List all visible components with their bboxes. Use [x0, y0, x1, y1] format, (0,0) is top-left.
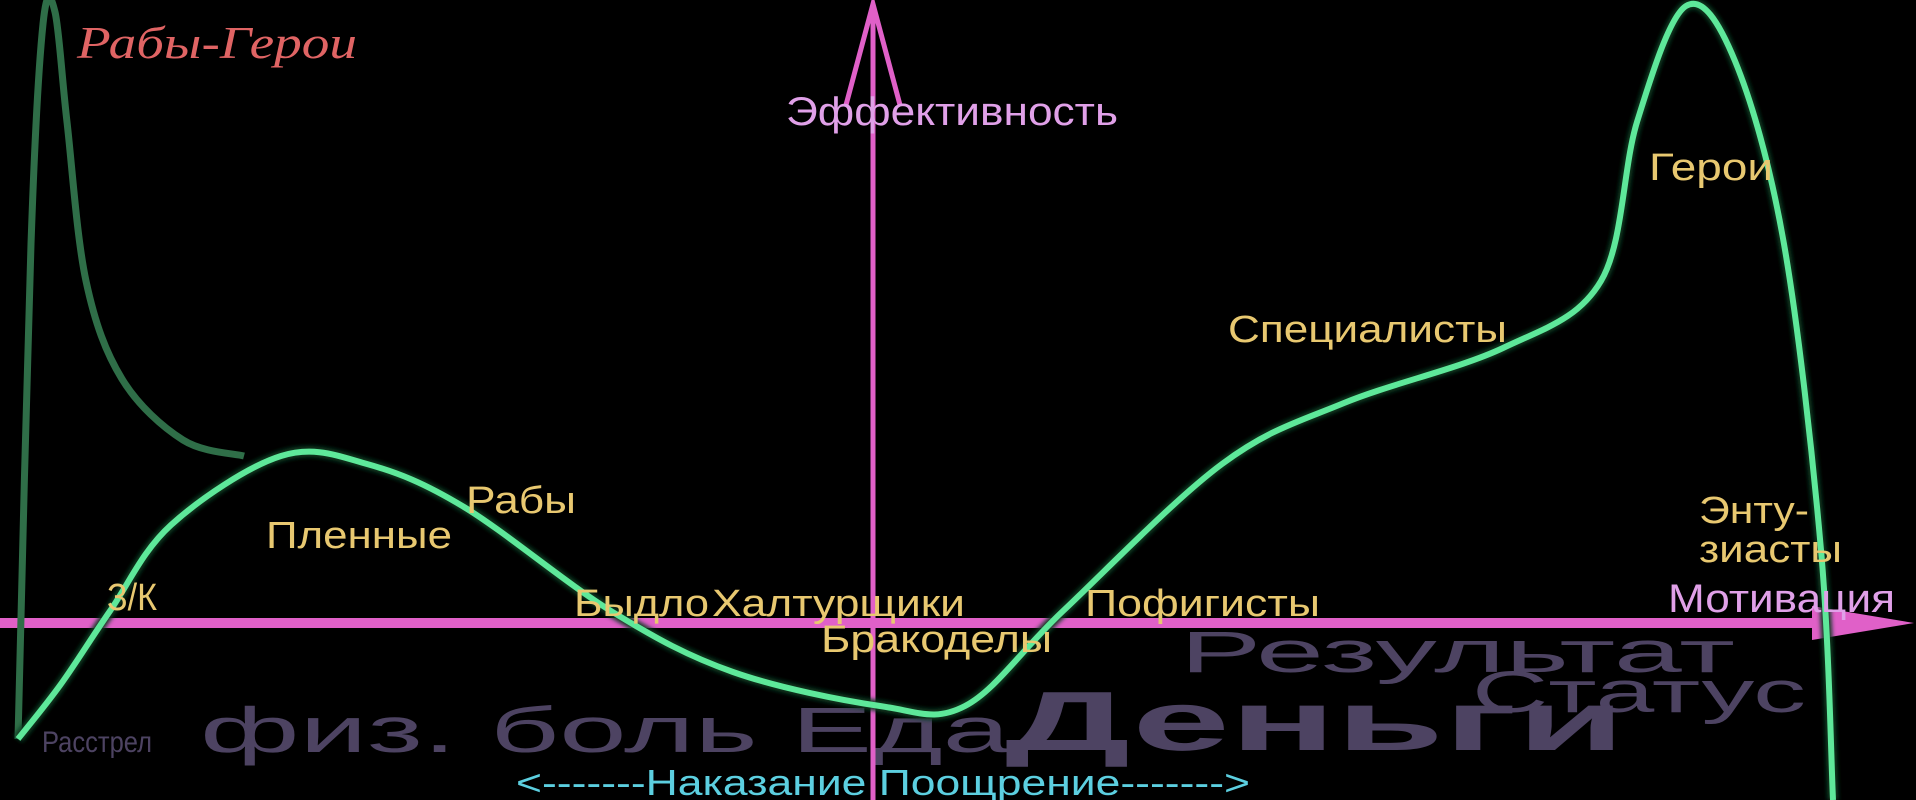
- label-specialists: Специалисты: [1228, 309, 1507, 351]
- slave-hero-curve: [14, 0, 245, 740]
- stimulus-status: Статус: [1472, 660, 1806, 725]
- main-curve: [15, 0, 1836, 800]
- label-prisoners-zk: З/К: [107, 577, 157, 619]
- stimulus-money: Деньги: [1005, 674, 1625, 768]
- punishment-reward-scale: <-------Наказание Поощрение------->: [516, 762, 1250, 800]
- x-axis-arrowhead: [1812, 606, 1914, 640]
- x-axis-label: Мотивация: [1668, 577, 1895, 621]
- label-defect-makers: Бракоделы: [821, 619, 1052, 661]
- label-heroes: Герои: [1649, 147, 1773, 189]
- label-captives: Пленные: [266, 515, 452, 557]
- label-cattle: Быдло: [574, 583, 709, 625]
- slave-heroes-title: Рабы-Герои: [76, 17, 357, 68]
- label-slackers: Халтурщики: [712, 583, 965, 625]
- y-axis-label: Эффективность: [786, 90, 1118, 134]
- label-indifferent: Пофигисты: [1085, 583, 1320, 625]
- y-axis-arrowhead: [843, 0, 903, 106]
- stimulus-result: Результат: [1180, 620, 1735, 685]
- label-slaves: Рабы: [466, 480, 576, 522]
- label-enthusiasts-line1: Энту-: [1699, 490, 1809, 532]
- stimulus-execution: Расстрел: [42, 726, 152, 759]
- label-enthusiasts-line2: зиасты: [1699, 529, 1842, 571]
